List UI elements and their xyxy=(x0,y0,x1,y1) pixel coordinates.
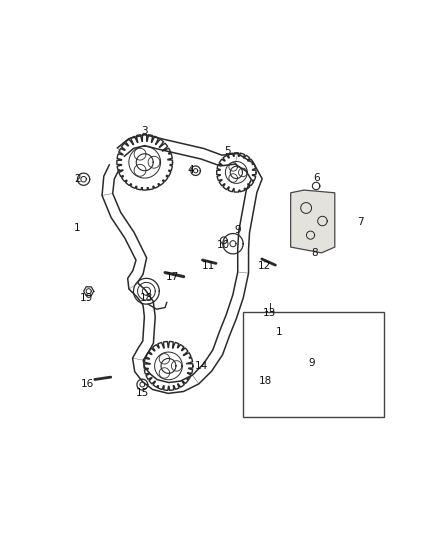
Text: 15: 15 xyxy=(136,388,149,398)
Text: 1: 1 xyxy=(74,223,80,233)
Text: 12: 12 xyxy=(258,262,271,271)
Polygon shape xyxy=(291,190,335,253)
Text: 16: 16 xyxy=(80,378,94,389)
Text: 3: 3 xyxy=(141,126,148,136)
Text: 5: 5 xyxy=(225,146,231,156)
Text: 17: 17 xyxy=(166,272,179,282)
Text: 19: 19 xyxy=(80,293,93,303)
Text: 4: 4 xyxy=(187,165,194,175)
Text: 7: 7 xyxy=(357,216,364,227)
Text: 18: 18 xyxy=(140,293,153,303)
Text: 11: 11 xyxy=(201,262,215,271)
Text: 2: 2 xyxy=(74,174,81,184)
Text: 9: 9 xyxy=(234,225,241,236)
Text: 6: 6 xyxy=(314,173,320,183)
Text: 13: 13 xyxy=(263,308,276,318)
Text: 8: 8 xyxy=(311,248,318,258)
Text: 9: 9 xyxy=(309,358,315,368)
Text: 18: 18 xyxy=(259,376,272,385)
Text: 13: 13 xyxy=(264,311,277,321)
Bar xyxy=(243,312,384,417)
Text: 14: 14 xyxy=(195,361,208,371)
Text: 10: 10 xyxy=(217,240,230,250)
Text: 1: 1 xyxy=(276,327,282,337)
